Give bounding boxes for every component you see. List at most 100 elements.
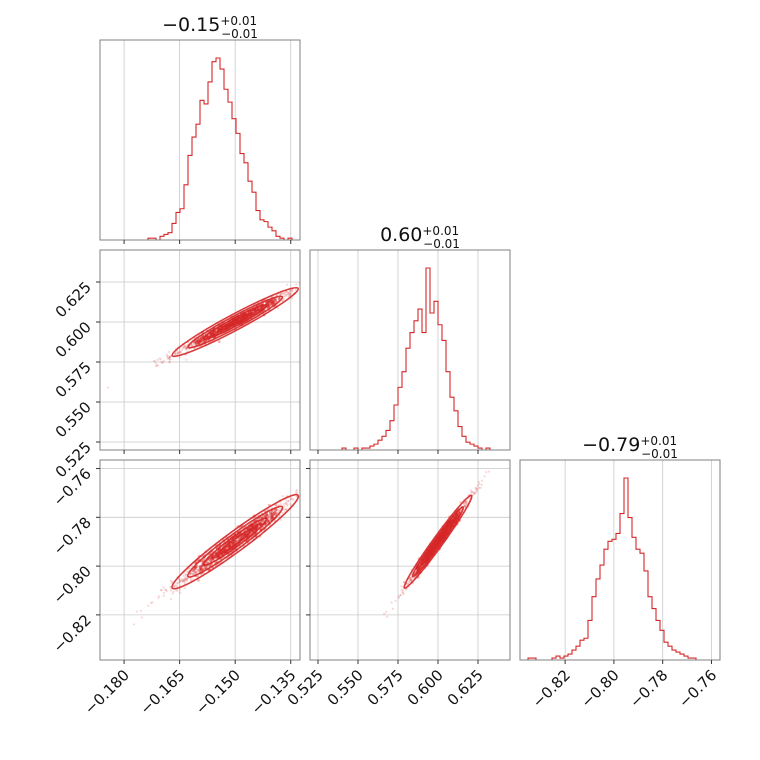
sample-point	[172, 590, 175, 593]
sample-point	[252, 524, 256, 528]
sample-point	[267, 514, 271, 518]
sample-point	[292, 498, 295, 501]
sample-point	[472, 493, 475, 496]
sample-point	[231, 321, 235, 325]
sample-point	[272, 511, 276, 515]
sample-point	[270, 516, 274, 520]
panel-frame-2-1	[309, 459, 511, 661]
sample-point	[168, 350, 171, 354]
sample-point	[183, 345, 186, 348]
sample-point	[162, 591, 166, 594]
sample-point	[295, 283, 298, 286]
sample-point	[255, 309, 259, 313]
sample-point	[158, 357, 161, 360]
sample-point	[194, 340, 198, 344]
sample-point	[184, 573, 187, 576]
sample-point	[178, 580, 181, 583]
sample-point	[179, 351, 182, 355]
sample-point	[403, 580, 406, 584]
sample-point	[279, 292, 283, 296]
sample-point	[487, 470, 491, 473]
sample-point	[447, 525, 451, 529]
sample-point	[198, 340, 202, 343]
sample-point	[216, 329, 220, 333]
sample-point	[408, 580, 411, 584]
sample-point	[239, 536, 242, 540]
sample-point	[139, 609, 142, 612]
sample-point	[200, 335, 204, 339]
sample-point	[192, 569, 195, 572]
sample-point	[281, 511, 284, 515]
sample-point	[228, 543, 232, 547]
sample-point	[184, 346, 187, 350]
sample-point	[200, 339, 204, 343]
sample-point	[183, 578, 187, 582]
sample-point	[211, 557, 215, 560]
sample-point	[232, 542, 236, 545]
sample-point	[181, 348, 184, 351]
panel-content-1-0	[106, 277, 323, 389]
sample-point	[458, 509, 462, 512]
sample-point	[275, 508, 278, 511]
sample-point	[173, 585, 176, 588]
sample-point	[210, 332, 214, 336]
sample-point	[184, 577, 188, 580]
sample-point	[228, 544, 232, 548]
sample-point	[414, 571, 417, 574]
sample-point	[215, 553, 219, 557]
sample-point	[199, 340, 202, 343]
sample-point	[195, 340, 199, 344]
sample-point	[424, 556, 428, 560]
sample-point	[210, 333, 213, 336]
sample-point	[288, 290, 292, 293]
sample-point	[212, 332, 216, 336]
sample-point	[194, 341, 198, 345]
sample-point	[470, 490, 473, 493]
sample-point	[254, 527, 258, 531]
sample-point	[200, 338, 204, 342]
contour-level-1	[420, 517, 456, 566]
sample-point	[254, 523, 258, 526]
sample-point	[204, 566, 208, 570]
sample-point	[228, 543, 232, 547]
sample-point	[168, 360, 171, 364]
sample-point	[304, 283, 306, 285]
sample-point	[305, 286, 307, 288]
sample-point	[386, 615, 389, 618]
xtick-label-2-1: −0.80	[577, 666, 622, 711]
sample-point	[183, 577, 187, 581]
sample-point	[155, 364, 159, 367]
sample-point	[282, 297, 285, 300]
panel-content-2-1	[383, 470, 491, 618]
sample-point	[258, 522, 262, 526]
panel-title-0: −0.15+0.01 −0.01	[162, 14, 258, 41]
sample-point	[267, 300, 271, 303]
sample-point	[192, 572, 195, 576]
sample-point	[426, 553, 430, 557]
sample-point	[314, 487, 316, 489]
sample-point	[254, 527, 257, 531]
sample-point	[140, 616, 144, 619]
sample-point	[210, 332, 214, 336]
sample-point	[290, 297, 294, 300]
sample-point	[472, 491, 475, 494]
sample-point	[284, 502, 287, 505]
sample-point	[321, 277, 323, 279]
sample-point	[454, 515, 457, 518]
sample-point	[272, 300, 276, 304]
sample-point	[270, 301, 273, 305]
sample-point	[183, 345, 186, 349]
sample-point	[399, 594, 402, 597]
sample-point	[288, 293, 291, 296]
sample-point	[169, 355, 172, 358]
sample-point	[283, 292, 286, 295]
sample-point	[214, 331, 218, 335]
sample-point	[463, 504, 467, 507]
sample-point	[192, 570, 196, 573]
contour-level-3	[171, 286, 300, 358]
sample-point	[227, 545, 231, 549]
sample-point	[267, 301, 271, 305]
sample-point	[214, 555, 218, 559]
sample-point	[266, 300, 270, 304]
sample-point	[285, 290, 288, 293]
